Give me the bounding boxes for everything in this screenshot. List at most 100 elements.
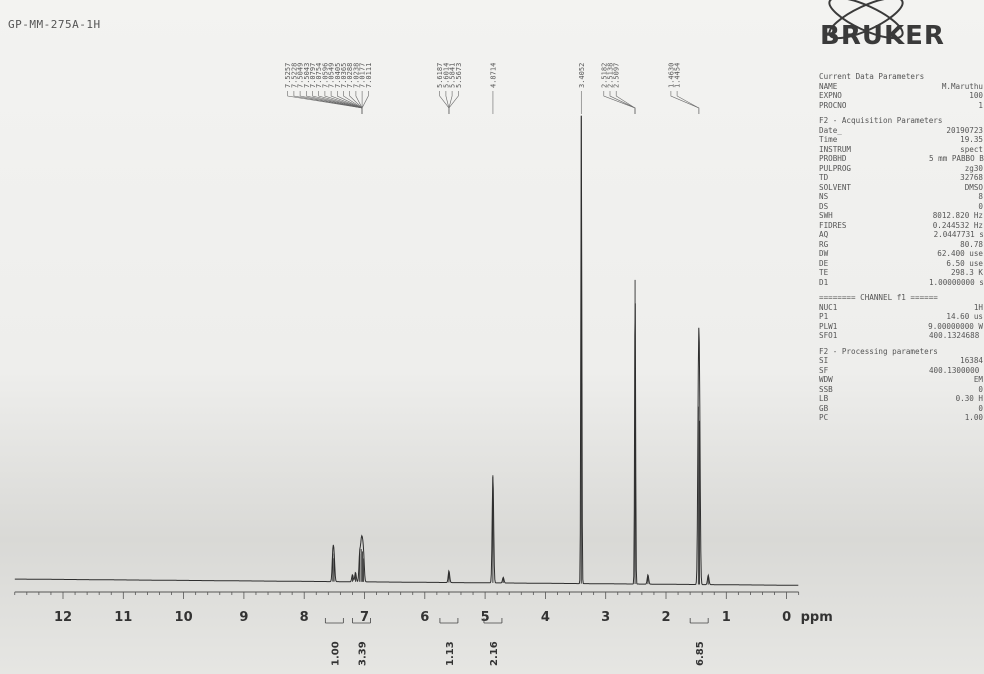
integral-value: 6.85 [695, 641, 706, 666]
param-row-date: Date_ 20190723 [819, 126, 984, 136]
param-value: 8 [978, 192, 983, 201]
param-key: SWH [819, 211, 833, 220]
peak-label: 4.8714 [489, 63, 497, 88]
peak-label: 7.5228 [290, 63, 298, 88]
integral-value: 1.13 [445, 641, 456, 666]
peak-label-connector [676, 91, 700, 114]
peak-label: 1.4630 [667, 63, 675, 88]
param-value: 1H [973, 302, 983, 312]
channel-heading: ======== CHANNEL f1 ====== [819, 293, 938, 302]
integral-value: 2.16 [489, 641, 500, 666]
param-row-d1: D1 1.00000000 sec [819, 278, 984, 288]
peak-label-connector [670, 91, 700, 114]
peak-label-connector [445, 91, 450, 114]
x-tick-label: 0 [782, 610, 791, 625]
param-key: Time [819, 135, 838, 144]
x-axis-unit: ppm [801, 610, 833, 625]
param-row-swh: SWH 8012.820 Hz [819, 211, 984, 221]
peak-label: 7.5257 [284, 63, 292, 88]
param-key: D1 [819, 277, 829, 287]
param-value: 20190723 [946, 125, 983, 135]
param-key: AQ [819, 230, 829, 239]
param-key: P1 [819, 312, 829, 321]
x-tick-label: 8 [300, 610, 309, 625]
x-axis: 12 11 10 9 8 7 6 5 4 3 2 1 0 ppm [14, 591, 833, 625]
param-value: 0 [978, 384, 983, 394]
x-tick-label: 4 [541, 610, 550, 625]
integral-bracket [689, 618, 709, 624]
integral-bracket [352, 618, 371, 624]
param-row-aq: AQ 2.0447731 sec [819, 230, 984, 240]
peak-label: 7.0111 [365, 63, 373, 88]
acquisition-parameters-panel: Current Data Parameters NAME M.Maruthu EXP… [819, 72, 984, 429]
peak-label: 2.5138 [607, 63, 615, 88]
x-tick-label: 1 [722, 610, 731, 625]
param-row-probhd: PROBHD 5 mm PABBO BB- [819, 154, 984, 164]
param-value: 62.400 use [937, 249, 983, 258]
param-row-nuc1: NUC1 1H [819, 303, 984, 313]
param-key: SOLVENT [819, 182, 852, 192]
param-row-expno: EXPNO 100 [819, 91, 984, 101]
param-key: WDW [819, 375, 833, 384]
current-data-heading: Current Data Parameters [819, 72, 925, 81]
param-row-de: DE 6.50 use [819, 259, 984, 269]
param-row-ssb: SSB 0 [819, 385, 984, 395]
bruker-logo-text: BRUKER [820, 21, 945, 51]
param-key: DS [819, 201, 829, 211]
param-value: 0.30 H [955, 394, 983, 403]
param-row-wdw: WDW EM [819, 375, 984, 385]
param-value: EM [973, 375, 983, 384]
param-value: spect [960, 144, 983, 154]
param-value: 6.50 use [946, 258, 983, 268]
x-tick-label: 2 [661, 610, 670, 625]
acquisition-rows: Date_ 20190723 Time 19.35 INSTRUM spect PROBHD… [819, 126, 984, 288]
param-key: LB [819, 394, 829, 403]
trace-layer [14, 115, 799, 586]
acquisition-heading: F2 - Acquisition Parameters [819, 116, 943, 125]
peak-label: 7.0177 [359, 63, 367, 88]
param-value: zg30 [964, 163, 983, 173]
param-value: 32768 [960, 173, 983, 182]
sample-title: GP-MM-275A-1H [8, 18, 101, 31]
channel-section: ======== CHANNEL f1 ====== NUC1 1H P1 14.60… [819, 293, 984, 341]
peak-label: 7.0238 [352, 63, 360, 88]
current-data-rows: NAME M.Maruthu EXPNO 100 PROCNO 1 [819, 82, 984, 111]
peak-label-connector [603, 91, 636, 114]
param-row-sf: SF 400.1300000 MH [819, 366, 984, 376]
peak-label: 7.0797 [309, 63, 317, 88]
peak-label: 1.4454 [674, 63, 682, 88]
param-row-pulprog: PULPROG zg30 [819, 164, 984, 174]
channel-rows: NUC1 1H P1 14.60 us PLW1 9.00000000 W SFO1 400.… [819, 303, 984, 341]
processing-section: F2 - Processing parameters SI 16384 SF 400.… [819, 347, 984, 423]
peak-label: 7.5049 [297, 63, 305, 88]
x-tick-label: 6 [420, 610, 429, 625]
integral-value: 3.39 [357, 641, 368, 666]
peak-label-connector [361, 91, 369, 114]
bruker-logo-graphic: BRUKER [820, 0, 945, 51]
param-key: INSTRUM [819, 144, 852, 154]
param-key: PLW1 [819, 321, 838, 331]
param-row-te: TE 298.3 K [819, 268, 984, 278]
peak-label: 7.0754 [315, 63, 323, 88]
param-value: 400.1300000 MH [928, 365, 984, 375]
peak-label-layer: 7.52577.52287.50497.50437.07977.07547.05… [284, 63, 700, 114]
param-key: PROCNO [819, 100, 847, 110]
x-tick-label: 7 [360, 610, 369, 625]
peak-label-connector [615, 91, 636, 114]
param-key: RG [819, 239, 829, 249]
param-key: TE [819, 268, 829, 277]
x-tick-label: 3 [601, 610, 610, 625]
param-row-pc: PC 1.00 [819, 413, 984, 423]
peak-label: 5.6187 [436, 63, 444, 88]
param-value: 9.00000000 W [928, 321, 983, 331]
param-value: 5 mm PABBO BB- [928, 154, 984, 163]
param-value: 0 [978, 403, 983, 413]
param-value: 1.00 [964, 413, 983, 422]
param-value: 100 [969, 91, 983, 100]
peak-label: 2.5097 [613, 63, 621, 88]
current-data-section: Current Data Parameters NAME M.Maruthu EXP… [819, 72, 984, 110]
x-tick-label: 5 [481, 610, 490, 625]
param-row-instrum: INSTRUM spect [819, 145, 984, 155]
param-key: DE [819, 258, 829, 268]
